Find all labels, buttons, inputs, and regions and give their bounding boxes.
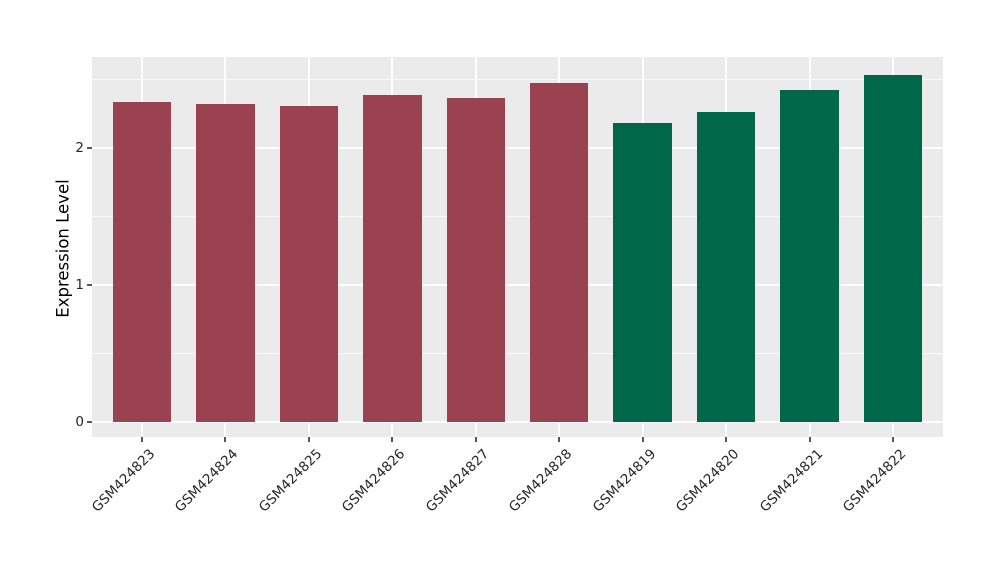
major-gridline [92, 420, 943, 423]
bar-GSM424828 [530, 83, 589, 422]
y-tick-mark [87, 283, 92, 286]
bar-GSM424820 [696, 111, 756, 422]
x-tick-mark [725, 437, 728, 442]
y-tick-label: 0 [75, 413, 84, 430]
plot-panel [92, 57, 943, 437]
y-tick-label: 1 [75, 276, 84, 293]
x-tick-mark [224, 437, 227, 442]
minor-gridline [92, 216, 943, 218]
minor-gridline [92, 78, 943, 80]
bar-GSM424826 [363, 95, 422, 422]
x-tick-mark [558, 437, 561, 442]
y-tick-mark [87, 146, 92, 149]
bar-GSM424825 [279, 106, 339, 422]
x-tick-mark [641, 437, 644, 442]
x-tick-mark [141, 437, 144, 442]
bar-GSM424822 [863, 74, 923, 422]
x-tick-mark [391, 437, 394, 442]
bar-GSM424823 [112, 102, 172, 422]
minor-gridline [92, 353, 943, 355]
bar-GSM424821 [780, 89, 839, 422]
major-gridline [92, 146, 943, 149]
x-tick-mark [307, 437, 310, 442]
x-tick-mark [808, 437, 811, 442]
y-tick-mark [87, 420, 92, 423]
major-gridline [92, 283, 943, 286]
y-tick-label: 2 [75, 139, 84, 156]
bar-GSM424827 [446, 98, 505, 422]
x-tick-mark [474, 437, 477, 442]
y-axis-title: Expression Level [53, 179, 73, 318]
bar-GSM424819 [613, 122, 672, 422]
bar-GSM424824 [196, 103, 255, 422]
x-tick-mark [891, 437, 894, 442]
